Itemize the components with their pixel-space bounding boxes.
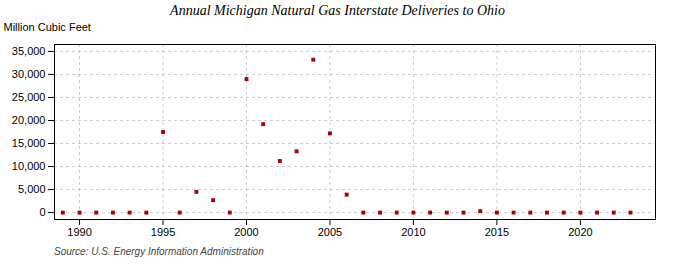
svg-text:35,000: 35,000 bbox=[12, 45, 46, 57]
svg-text:2015: 2015 bbox=[485, 226, 509, 238]
svg-text:5,000: 5,000 bbox=[18, 183, 46, 195]
svg-text:25,000: 25,000 bbox=[12, 91, 46, 103]
svg-text:20,000: 20,000 bbox=[12, 114, 46, 126]
svg-text:Million Cubic Feet: Million Cubic Feet bbox=[4, 21, 91, 33]
svg-text:0: 0 bbox=[39, 206, 45, 218]
svg-text:10,000: 10,000 bbox=[12, 160, 46, 172]
svg-text:1995: 1995 bbox=[151, 226, 175, 238]
svg-text:15,000: 15,000 bbox=[12, 137, 46, 149]
svg-text:2010: 2010 bbox=[401, 226, 425, 238]
html-text:Annual Michigan Natural Gas In: Annual Michigan Natural Gas Interstate D… bbox=[170, 3, 505, 18]
svg-text:2020: 2020 bbox=[568, 226, 592, 238]
html-text:Source: U.S. Energy Informatio: Source: U.S. Energy Information Administ… bbox=[54, 246, 264, 257]
svg-text:30,000: 30,000 bbox=[12, 68, 46, 80]
svg-text:1990: 1990 bbox=[67, 226, 91, 238]
svg-text:2000: 2000 bbox=[234, 226, 258, 238]
svg-text:2005: 2005 bbox=[318, 226, 342, 238]
